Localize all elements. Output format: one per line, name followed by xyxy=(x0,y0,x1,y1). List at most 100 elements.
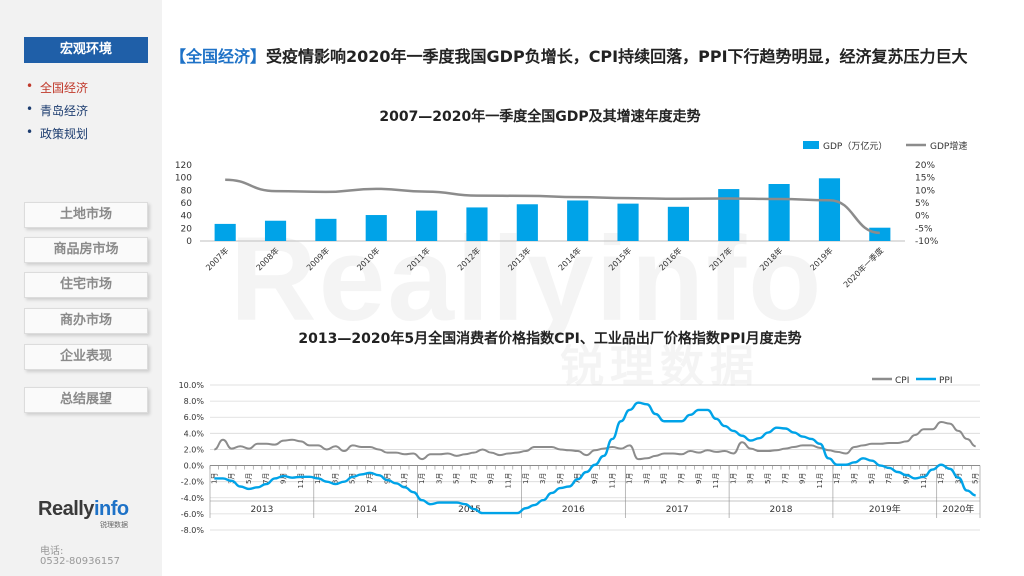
cpi-ppi-month-label: 9月 xyxy=(487,473,495,484)
phone-label: 电话: xyxy=(40,542,63,557)
cpi-ppi-month-label: 1月 xyxy=(418,473,426,484)
cpi-ppi-year-label: 2017 xyxy=(666,505,689,515)
gdp-category-label: 2020年一季度 xyxy=(841,245,885,289)
gdp-left-tick-label: 20 xyxy=(181,224,193,234)
phone-number: 0532-80936157 xyxy=(40,556,120,567)
cpi-ppi-month-label: 11月 xyxy=(504,473,512,489)
page-headline: 【全国经济】受疫情影响2020年一季度我国GDP负增长，CPI持续回落，PPI下… xyxy=(170,42,1000,71)
gdp-right-tick-label: -10% xyxy=(915,237,939,247)
gdp-right-tick-label: 20% xyxy=(915,161,935,171)
cpi-ppi-month-label: 9月 xyxy=(695,473,703,484)
cpi-ppi-year-label: 2015 xyxy=(458,505,481,515)
cpi-ppi-month-label: 3月 xyxy=(228,473,236,484)
gdp-chart-title: 2007—2020年一季度全国GDP及其增速年度走势 xyxy=(200,106,880,126)
cpi-ppi-y-tick-label: -4.0% xyxy=(181,494,205,503)
cpi-ppi-month-label: 3月 xyxy=(747,473,755,484)
gdp-legend-swatch xyxy=(803,141,819,149)
cpi-ppi-month-label: 7月 xyxy=(366,473,374,484)
gdp-left-tick-label: 60 xyxy=(181,199,193,209)
cpi-ppi-month-label: 3月 xyxy=(539,473,547,484)
cpi-ppi-year-label: 2013 xyxy=(250,505,273,515)
cpi-ppi-y-tick-label: 0.0% xyxy=(184,462,205,471)
logo-text-main: Really xyxy=(38,498,94,520)
sidebar-sub-item[interactable]: 政策规划 xyxy=(40,125,88,142)
cpi-ppi-month-label: 11月 xyxy=(608,473,616,489)
cpi-ppi-month-label: 5月 xyxy=(245,473,253,484)
gdp-left-tick-label: 80 xyxy=(181,186,193,196)
nav-button-office[interactable]: 商办市场 xyxy=(24,308,148,334)
cpi-ppi-y-tick-label: -8.0% xyxy=(181,526,205,535)
cpi-ppi-month-label: 9月 xyxy=(280,473,288,484)
cpi-ppi-month-label: 3月 xyxy=(435,473,443,484)
cpi-ppi-month-label: 1月 xyxy=(729,473,737,484)
cpi-ppi-y-tick-label: 2.0% xyxy=(184,445,205,454)
cpi-ppi-month-label: 1月 xyxy=(522,473,530,484)
cpi-ppi-y-tick-label: -2.0% xyxy=(181,478,205,487)
gdp-bar xyxy=(869,228,890,241)
cpi-ppi-y-tick-label: 10.0% xyxy=(179,381,205,390)
nav-button-commercial-housing[interactable]: 商品房市场 xyxy=(24,237,148,263)
gdp-right-tick-label: 10% xyxy=(915,186,935,196)
gdp-left-tick-label: 0 xyxy=(186,237,192,247)
cpi-ppi-month-label: 1月 xyxy=(210,473,218,484)
company-logo: Reallyinfo 锐理数据 xyxy=(38,498,138,530)
gdp-growth-legend-label: GDP增速 xyxy=(930,140,967,152)
cpi-ppi-month-label: 11月 xyxy=(712,473,720,489)
cpi-ppi-year-label: 2014 xyxy=(354,505,377,515)
sidebar-sub-item[interactable]: 全国经济 xyxy=(40,79,88,96)
cpi-ppi-month-label: 5月 xyxy=(556,473,564,484)
nav-button-land[interactable]: 土地市场 xyxy=(24,202,148,228)
cpi-ppi-month-label: 3月 xyxy=(643,473,651,484)
headline-tag: 【全国经济】 xyxy=(170,47,266,66)
sidebar-sub-item[interactable]: 青岛经济 xyxy=(40,102,88,119)
gdp-left-tick-label: 40 xyxy=(181,212,193,222)
cpi-ppi-year-label: 2016 xyxy=(562,505,585,515)
ppi-line xyxy=(214,403,975,513)
nav-button-summary[interactable]: 总结展望 xyxy=(24,387,148,413)
ppi-legend-label: PPI xyxy=(939,376,953,386)
cpi-ppi-month-label: 5月 xyxy=(764,473,772,484)
cpi-ppi-month-label: 7月 xyxy=(678,473,686,484)
cpi-ppi-month-label: 3月 xyxy=(331,473,339,484)
cpi-ppi-month-label: 7月 xyxy=(262,473,270,484)
cpi-ppi-month-label: 11月 xyxy=(297,473,305,489)
cpi-line xyxy=(214,422,975,459)
cpi-ppi-month-label: 7月 xyxy=(470,473,478,484)
cpi-ppi-month-label: 5月 xyxy=(972,473,980,484)
logo-text-accent: info xyxy=(94,498,129,520)
cpi-ppi-y-tick-label: -6.0% xyxy=(181,510,205,519)
cpi-ppi-y-tick-label: 4.0% xyxy=(184,429,205,438)
cpi-ppi-y-tick-label: 8.0% xyxy=(184,397,205,406)
cpi-legend-label: CPI xyxy=(895,376,909,386)
cpi-ppi-year-label: 2019年 xyxy=(869,503,901,515)
cpi-ppi-month-label: 9月 xyxy=(799,473,807,484)
logo-subtitle: 锐理数据 xyxy=(100,520,128,530)
cpi-ppi-month-label: 1月 xyxy=(937,473,945,484)
cpi-ppi-month-label: 3月 xyxy=(851,473,859,484)
gdp-legend-label: GDP（万亿元） xyxy=(823,140,887,152)
cpi-ppi-month-label: 11月 xyxy=(401,473,409,489)
cpi-ppi-month-label: 1月 xyxy=(833,473,841,484)
cpi-ppi-month-label: 7月 xyxy=(885,473,893,484)
nav-button-enterprise[interactable]: 企业表现 xyxy=(24,344,148,370)
cpi-ppi-month-label: 9月 xyxy=(902,473,910,484)
nav-button-residential[interactable]: 住宅市场 xyxy=(24,272,148,298)
gdp-category-label: 2007年 xyxy=(203,245,230,272)
cpi-ppi-year-label: 2020年 xyxy=(942,503,974,515)
cpi-ppi-month-label: 1月 xyxy=(314,473,322,484)
gdp-right-tick-label: 5% xyxy=(915,199,930,209)
cpi-ppi-month-label: 7月 xyxy=(781,473,789,484)
cpi-ppi-month-label: 3月 xyxy=(954,473,962,484)
headline-text: 受疫情影响2020年一季度我国GDP负增长，CPI持续回落，PPI下行趋势明显，… xyxy=(266,47,968,66)
cpi-ppi-month-label: 5月 xyxy=(349,473,357,484)
gdp-left-tick-label: 100 xyxy=(175,174,192,184)
cpi-ppi-year-label: 2018 xyxy=(770,505,793,515)
cpi-ppi-month-label: 7月 xyxy=(574,473,582,484)
cpi-ppi-month-label: 5月 xyxy=(868,473,876,484)
gdp-right-tick-label: 15% xyxy=(915,174,935,184)
cpi-ppi-month-label: 11月 xyxy=(816,473,824,489)
cpi-ppi-month-label: 9月 xyxy=(383,473,391,484)
cpi-ppi-month-label: 11月 xyxy=(920,473,928,489)
cpi-ppi-y-tick-label: 6.0% xyxy=(184,413,205,422)
sidebar-active-section[interactable]: 宏观环境 xyxy=(24,37,148,63)
